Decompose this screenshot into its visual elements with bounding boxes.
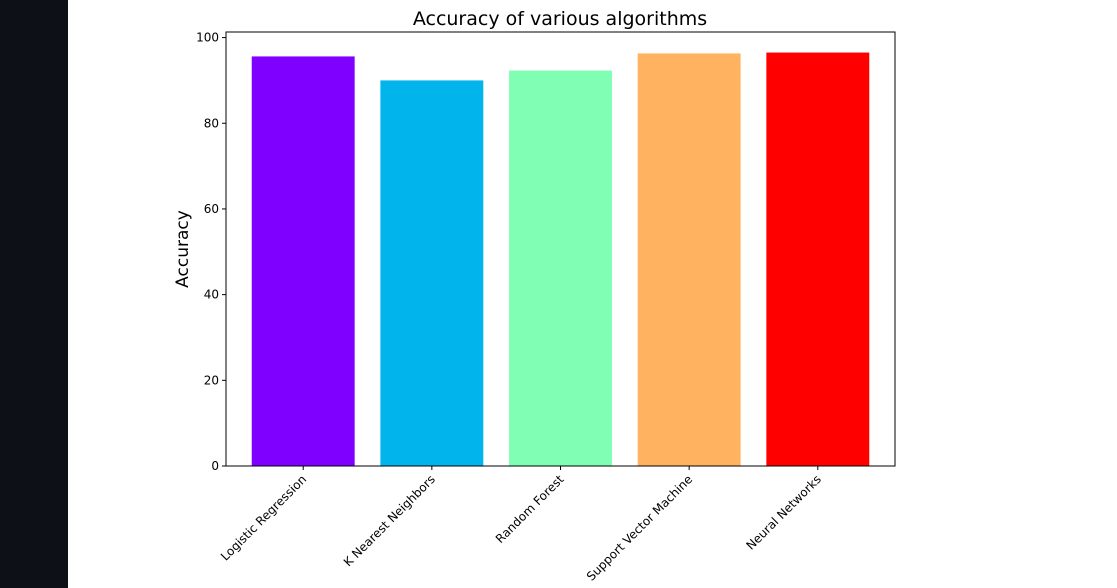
y-tick-label: 20 [204, 373, 219, 387]
x-tick-label: Logistic Regression [218, 472, 309, 563]
y-axis-label: Accuracy [173, 210, 193, 288]
x-tick-label: Random Forest [493, 472, 567, 546]
y-tick-label: 40 [204, 288, 219, 302]
bar-chart: Accuracy of various algorithms Accuracy … [173, 8, 896, 584]
x-tick-label: K Nearest Neighbors [341, 472, 438, 569]
bar-random-forest [509, 70, 612, 466]
bar-k-nearest-neighbors [380, 80, 484, 467]
y-ticks-group: 0 20 40 60 80 100 [196, 31, 226, 473]
bar-support-vector-machine [637, 53, 741, 467]
chart-title: Accuracy of various algorithms [413, 8, 707, 30]
bar-neural-networks [766, 52, 870, 466]
y-tick-label: 100 [196, 31, 219, 45]
chart-container: Accuracy of various algorithms Accuracy … [68, 0, 1117, 588]
bar-logistic-regression [251, 56, 355, 466]
left-dark-panel [0, 0, 68, 588]
x-tick-label: Support Vector Machine [584, 472, 695, 583]
y-tick-label: 80 [204, 116, 219, 130]
y-tick-label: 0 [211, 459, 219, 473]
x-ticks-group: Logistic Regression K Nearest Neighbors Ra… [218, 466, 824, 584]
x-tick-label: Neural Networks [743, 472, 823, 552]
bars-group [251, 52, 870, 467]
y-tick-label: 60 [204, 202, 219, 216]
